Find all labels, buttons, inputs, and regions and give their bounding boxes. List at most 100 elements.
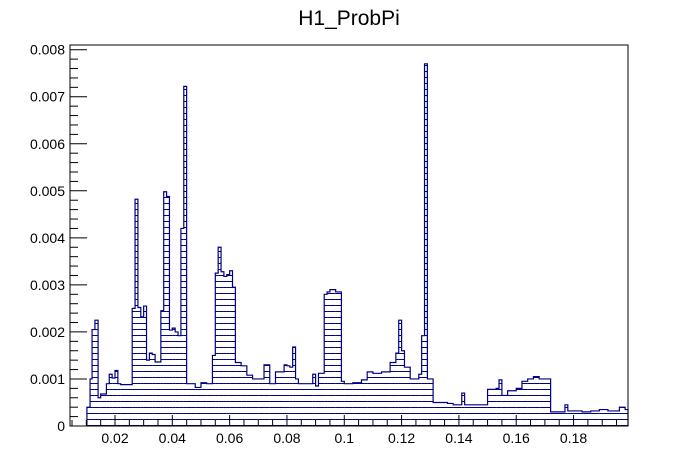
histogram-bin-95 <box>550 411 565 426</box>
histogram-bin-51 <box>286 365 290 426</box>
plot-frame <box>69 44 629 427</box>
histogram-bin-1 <box>90 378 93 426</box>
x-tick-label: 0.18 <box>560 430 587 446</box>
histogram-bars <box>86 63 629 427</box>
histogram-bin-68 <box>372 373 382 426</box>
histogram-bin-25 <box>172 328 176 426</box>
histogram-bin-20 <box>155 362 161 426</box>
y-tick-label: 0.006 <box>30 136 65 152</box>
histogram-bin-2 <box>92 329 95 426</box>
histogram-bin-13 <box>135 199 138 426</box>
x-tick-label: 0.12 <box>388 430 415 446</box>
x-tick-label: 0.14 <box>445 430 472 446</box>
histogram-bin-80 <box>433 402 448 426</box>
histogram-bin-12 <box>132 308 136 426</box>
histogram-bin-87 <box>499 379 502 426</box>
histogram-bin-27 <box>178 335 181 426</box>
y-tick-label: 0.002 <box>30 324 65 340</box>
histogram-bin-55 <box>298 383 313 426</box>
histogram-bin-75 <box>410 378 419 426</box>
histogram-bin-83 <box>461 393 465 426</box>
histogram-bin-72 <box>398 320 402 426</box>
histogram-bin-60 <box>327 291 330 426</box>
histogram-bin-70 <box>390 362 396 426</box>
histogram-bin-4 <box>98 397 101 426</box>
histogram-bin-48 <box>269 383 276 426</box>
histogram-bin-86 <box>496 388 500 426</box>
histogram-bin-49 <box>275 371 285 426</box>
histogram-bin-33 <box>206 383 213 426</box>
x-tick-label: 0.08 <box>273 430 300 446</box>
histogram-bin-85 <box>487 389 497 426</box>
histogram-bin-39 <box>226 274 230 426</box>
histogram-bin-17 <box>146 360 150 426</box>
histogram-bin-11 <box>120 384 133 426</box>
histogram-bin-96 <box>564 404 568 426</box>
histogram-bin-53 <box>292 346 296 426</box>
histogram-outline <box>86 63 629 426</box>
histogram-bin-104 <box>625 409 628 426</box>
histogram-bin-3 <box>94 320 99 426</box>
histogram-bin-36 <box>218 247 222 426</box>
histogram-bin-66 <box>361 379 368 426</box>
histogram-bin-63 <box>341 381 345 426</box>
histogram-bin-50 <box>284 364 287 426</box>
histogram-bin-32 <box>200 382 207 426</box>
y-tick-label: 0.005 <box>30 183 65 199</box>
histogram-bin-61 <box>329 289 336 426</box>
histogram-bin-99 <box>582 411 591 426</box>
histogram-bin-21 <box>160 310 164 426</box>
histogram-bin-23 <box>166 196 170 426</box>
histogram-bin-35 <box>215 273 219 426</box>
histogram-bin-59 <box>324 294 328 426</box>
histogram-bin-102 <box>607 410 620 426</box>
histogram-bin-78 <box>424 63 428 427</box>
histogram-bin-69 <box>381 371 391 426</box>
histogram-bin-38 <box>223 276 227 426</box>
histogram-bin-84 <box>464 404 488 426</box>
histogram-bin-16 <box>143 306 147 426</box>
axes: 0 0.001 0.002 0.003 0.004 0.005 0.006 0.007 0.00… <box>30 42 618 446</box>
histogram-bin-7 <box>109 374 113 426</box>
histogram-bin-47 <box>264 364 270 426</box>
histogram-bin-5 <box>100 394 107 426</box>
histogram-bin-31 <box>195 387 201 426</box>
histogram-bin-45 <box>252 378 259 426</box>
histogram-bin-54 <box>295 378 299 426</box>
y-tick-label: 0.001 <box>30 371 65 387</box>
histogram-bin-100 <box>590 410 600 426</box>
histogram-bin-82 <box>453 404 462 426</box>
x-tick-label: 0.06 <box>216 430 243 446</box>
histogram-bin-40 <box>229 270 233 426</box>
histogram-bin-57 <box>315 386 319 426</box>
histogram-bin-56 <box>312 374 316 426</box>
histogram-bin-24 <box>169 330 173 426</box>
y-tick-label: 0.008 <box>30 42 65 58</box>
histogram-bin-93 <box>533 376 540 426</box>
x-tick-label: 0.04 <box>159 430 186 446</box>
histogram-bin-41 <box>232 287 236 426</box>
histogram-bin-79 <box>427 378 434 426</box>
histogram-bin-97 <box>567 410 574 426</box>
y-tick-label: 0.003 <box>30 277 65 293</box>
histogram-bin-52 <box>289 367 293 426</box>
histogram-bin-88 <box>501 395 508 426</box>
histogram-bin-81 <box>447 403 454 426</box>
histogram-bin-9 <box>115 370 118 426</box>
histogram-bin-76 <box>418 374 422 426</box>
histogram-bin-22 <box>163 191 167 426</box>
histogram-bin-10 <box>117 383 121 426</box>
y-tick-label: 0 <box>57 418 65 434</box>
y-tick-label: 0.004 <box>30 230 65 246</box>
histogram-bin-74 <box>404 367 411 426</box>
x-tick-label: 0.02 <box>101 430 128 446</box>
histogram-bin-91 <box>521 381 528 426</box>
histogram-bin-73 <box>401 350 405 426</box>
histogram-bin-28 <box>180 228 184 426</box>
histogram-bin-29 <box>183 86 187 426</box>
histogram-bin-89 <box>507 390 517 426</box>
histogram-bin-62 <box>335 291 342 426</box>
histogram-bin-42 <box>235 362 242 426</box>
histogram-bin-26 <box>175 331 179 426</box>
histogram-bin-101 <box>599 409 608 426</box>
